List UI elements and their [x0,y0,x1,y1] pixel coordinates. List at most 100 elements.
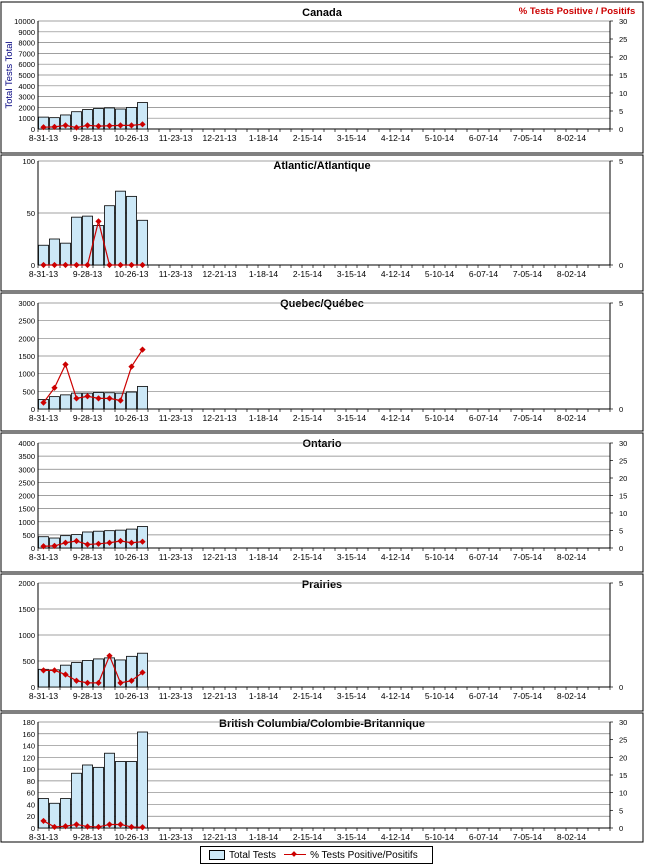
panel-5-xtick-label: 8-02-14 [557,691,587,701]
panel-6-xtick-label: 12-21-13 [202,832,236,842]
panel-1-y2tick-label: 20 [619,53,627,62]
panel-6-title: British Columbia/Colombie-Britannique [219,718,425,730]
panel-6-xtick-label: 11-23-13 [159,832,193,842]
panel-6-bar [126,761,137,829]
panel-6-xtick-label: 7-05-14 [513,832,543,842]
panel-1-y2tick-label: 15 [619,71,627,80]
panel-2-bar [104,205,115,266]
panel-5-xtick-label: 2-15-14 [293,691,323,701]
panel-6-xtick-label: 2-15-14 [293,832,323,842]
panel-1-ytick-label: 1000 [18,114,35,123]
panel-2-bar [137,219,148,266]
panel-4-xtick-label: 8-02-14 [557,552,587,562]
panel-6-y2tick-label: 5 [619,806,623,815]
panel-6-ytick-label: 80 [27,777,35,786]
panel-1-line-point [117,122,124,129]
right-axis-title: % Tests Positive / Positifs [519,6,636,17]
panel-4-ytick-label: 2500 [18,478,35,487]
panel-1-ytick-label: 5000 [18,71,35,80]
panel-5-bar [71,662,82,688]
panel-2-y2tick-label: 0 [619,261,623,270]
panel-3-bar [137,385,148,410]
panel-6-ytick-label: 20 [27,812,35,821]
panel-6-bar [104,752,115,829]
panel-4-xtick-label: 11-23-13 [159,552,193,562]
legend-item-bars: Total Tests [209,850,276,861]
panel-3-bar [60,394,71,410]
panel-2-ytick-label: 50 [27,209,35,218]
legend-bar-swatch [209,850,225,860]
panel-4-positivity-line [43,540,143,547]
legend-line-label: % Tests Positive/Positifs [310,849,418,861]
panel-2-xtick-label: 11-23-13 [159,269,193,279]
panel-2-ytick-label: 0 [31,261,35,270]
panel-6-y2tick-label: 10 [619,789,627,798]
panel-4-bar [126,528,137,549]
panel-5-ytick-label: 0 [31,683,35,692]
panel-2-xtick-label: 9-28-13 [73,269,103,279]
panel-4-xtick-label: 1-18-14 [249,552,279,562]
panel-4-xtick-label: 9-28-13 [73,552,103,562]
panel-1-y2tick-label: 5 [619,107,623,116]
panel-1-ytick-label: 3000 [18,93,35,102]
panel-2-xtick-label: 5-10-14 [425,269,455,279]
panel-3-xtick-label: 9-28-13 [73,413,103,423]
panel-6-y2tick-label: 0 [619,824,623,833]
panel-6-xtick-label: 8-02-14 [557,832,587,842]
panel-2-xtick-label: 6-07-14 [469,269,499,279]
panel-4-title: Ontario [302,438,341,450]
legend-item-line: % Tests Positive/Positifs [284,850,418,861]
panel-5-bar [82,660,93,688]
panel-1-line-point [106,122,113,129]
panel-3-xtick-label: 6-07-14 [469,413,499,423]
panel-1-ytick-label: 8000 [18,39,35,48]
panel-3-ytick-label: 500 [22,387,35,396]
panel-6-ytick-label: 180 [22,718,35,727]
panel-1-xtick-label: 7-05-14 [513,133,543,143]
panel-1-ytick-label: 4000 [18,82,35,91]
panel-2-xtick-label: 4-12-14 [381,269,411,279]
panel-1-xtick-label: 11-23-13 [159,133,193,143]
panel-2-ytick-label: 100 [22,157,35,166]
panel-3-xtick-label: 10-26-13 [114,413,148,423]
panel-6-bar [137,731,148,829]
panel-3-y2tick-label: 5 [619,299,623,308]
panel-3-ytick-label: 2000 [18,334,35,343]
panel-2-xtick-label: 10-26-13 [114,269,148,279]
panel-4-ytick-label: 3000 [18,465,35,474]
panel-1-ytick-label: 10000 [14,17,35,26]
panel-5-bar [115,659,126,688]
panel-5-xtick-label: 11-23-13 [159,691,193,701]
panel-3-ytick-label: 2500 [18,317,35,326]
panel-6-ytick-label: 40 [27,800,35,809]
panel-4-y2tick-label: 10 [619,509,627,518]
panel-1-ytick-label: 0 [31,125,35,134]
panel-6-positivity-line [43,820,143,828]
panel-5-ytick-label: 1000 [18,631,35,640]
panel-3-xtick-label: 3-15-14 [337,413,367,423]
panel-1-xtick-label: 2-15-14 [293,133,323,143]
panel-4-y2tick-label: 0 [619,544,623,553]
panel-6-xtick-label: 5-10-14 [425,832,455,842]
panel-4-bar [93,530,104,549]
panel-1-xtick-label: 12-21-13 [202,133,236,143]
panel-1-xtick-label: 10-26-13 [114,133,148,143]
panel-5-bar [104,657,115,688]
panel-6-ytick-label: 140 [22,742,35,751]
panel-6-bar [93,766,104,829]
panel-1-bar [104,107,115,130]
panel-6-ytick-label: 120 [22,753,35,762]
panel-4-y2tick-label: 5 [619,527,623,536]
panel-3-ytick-label: 1000 [18,370,35,379]
panel-5-xtick-label: 10-26-13 [114,691,148,701]
panel-1-line-point [95,123,102,130]
panel-5-title: Prairies [302,579,342,591]
panel-1-xtick-label: 9-28-13 [73,133,103,143]
panel-2-bar [93,225,104,266]
legend-line-swatch [284,851,307,859]
panel-6-ytick-label: 160 [22,730,35,739]
panel-4-ytick-label: 2000 [18,492,35,501]
panel-6-xtick-label: 10-26-13 [114,832,148,842]
panel-6-xtick-label: 6-07-14 [469,832,499,842]
panel-6-xtick-label: 1-18-14 [249,832,279,842]
